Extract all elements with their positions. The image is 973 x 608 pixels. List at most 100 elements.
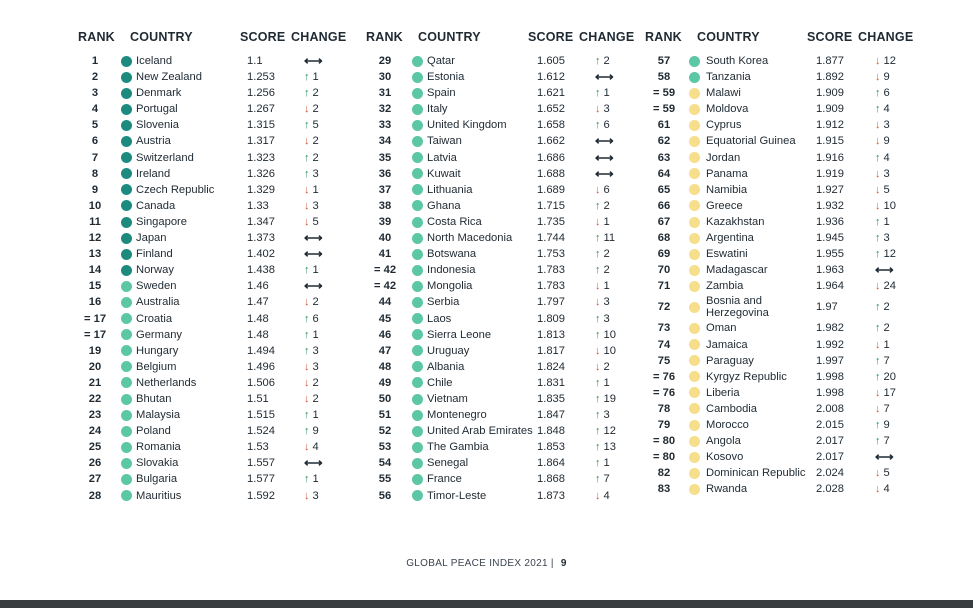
peace-level-dot-icon (689, 200, 700, 212)
rank-cell: 40 (378, 232, 392, 245)
score-cell: 1.783 (537, 264, 565, 277)
arrow-up-icon: ↑ (595, 87, 601, 100)
rank-cell: 33 (378, 119, 392, 132)
score-cell: 1.267 (247, 103, 275, 116)
change-value: 5 (883, 467, 890, 480)
change-value: 11 (603, 232, 616, 245)
change-cell: ⟷ (875, 262, 894, 278)
peace-level-dot-icon (121, 280, 132, 292)
score-cell: 1.735 (537, 215, 565, 228)
rank-cell: 63 (657, 151, 671, 164)
arrow-left-right-icon: ⟷ (304, 246, 323, 262)
arrow-up-icon: ↑ (875, 103, 881, 116)
change-cell: ↓ 3 (304, 359, 319, 375)
rank-cell: = 76 (652, 386, 676, 399)
change-value: 2 (603, 360, 610, 373)
arrow-up-icon: ↑ (595, 264, 601, 277)
rank-cell: 68 (657, 232, 671, 245)
arrow-down-icon: ↓ (875, 135, 881, 148)
country-cell: Morocco (706, 418, 749, 431)
change-cell: ⟷ (595, 69, 614, 85)
peace-level-dot-icon (121, 216, 132, 228)
rank-cell: 57 (657, 55, 671, 67)
peace-level-dot-icon (689, 280, 700, 292)
change-value: 2 (603, 264, 610, 277)
peace-level-dot-icon (689, 152, 700, 164)
change-value: 7 (603, 473, 610, 486)
change-cell: ↑ 9 (304, 423, 319, 439)
score-cell: 1.323 (247, 151, 275, 164)
rank-cell: 28 (88, 489, 102, 502)
peace-level-dot-icon (121, 377, 132, 389)
change-value: 1 (603, 215, 610, 228)
country-cell: Germany (136, 328, 183, 341)
rank-cell: 62 (657, 135, 671, 148)
change-value: 3 (603, 296, 610, 309)
arrow-up-icon: ↑ (595, 473, 601, 486)
rank-cell: 69 (657, 248, 671, 261)
change-value: 3 (312, 199, 319, 212)
peace-level-dot-icon (412, 313, 423, 325)
rank-cell: = 59 (652, 103, 676, 116)
change-cell: ↓ 6 (595, 182, 610, 198)
change-value: 3 (883, 167, 890, 180)
arrow-left-right-icon: ⟷ (595, 133, 614, 149)
change-value: 2 (312, 103, 319, 116)
score-cell: 1.853 (537, 441, 565, 454)
country-cell: North Macedonia (427, 232, 513, 245)
peace-level-dot-icon (412, 55, 423, 67)
score-cell: 1.315 (247, 119, 275, 132)
peace-level-dot-icon (412, 393, 423, 405)
peace-level-dot-icon (689, 232, 700, 244)
change-value: 6 (312, 312, 319, 325)
change-value: 20 (883, 370, 896, 383)
score-cell: 1.53 (247, 441, 269, 454)
arrow-down-icon: ↓ (595, 183, 601, 196)
arrow-down-icon: ↓ (595, 280, 601, 293)
rank-cell: 41 (378, 248, 392, 261)
peace-level-dot-icon (121, 184, 132, 196)
country-cell: Cambodia (706, 402, 757, 415)
score-cell: 1.864 (537, 457, 565, 470)
score-cell: 1.48 (247, 328, 269, 341)
peace-level-dot-icon (689, 387, 700, 399)
rank-cell: = 17 (83, 328, 107, 341)
score-cell: 1.347 (247, 215, 275, 228)
rank-cell: 48 (378, 360, 392, 373)
arrow-up-icon: ↑ (875, 370, 881, 383)
score-cell: 2.017 (816, 435, 844, 448)
arrow-down-icon: ↓ (595, 344, 601, 357)
change-cell: ↑ 12 (875, 246, 896, 262)
peace-level-dot-icon (121, 345, 132, 357)
peace-level-dot-icon (412, 377, 423, 389)
rank-cell: 49 (378, 376, 392, 389)
score-cell: 1.621 (537, 87, 565, 100)
country-cell: Albania (427, 360, 465, 373)
change-cell: ⟷ (304, 246, 323, 262)
peace-level-dot-icon (412, 329, 423, 341)
peace-level-dot-icon (121, 55, 132, 67)
page-number: 9 (560, 558, 567, 569)
country-cell: Italy (427, 103, 448, 116)
peace-level-dot-icon (121, 393, 132, 405)
arrow-up-icon: ↑ (595, 232, 601, 245)
country-cell: Finland (136, 248, 173, 261)
rank-cell: 5 (91, 119, 99, 132)
arrow-down-icon: ↓ (304, 441, 310, 454)
peace-level-dot-icon (689, 355, 700, 367)
change-cell: ↑ 10 (595, 327, 616, 343)
rank-cell: 35 (378, 151, 392, 164)
score-cell: 1.605 (537, 55, 565, 67)
change-cell: ↑ 2 (875, 294, 890, 320)
change-value: 19 (603, 392, 616, 405)
change-value: 17 (883, 386, 896, 399)
peace-level-dot-icon (121, 152, 132, 164)
rank-cell: 11 (89, 215, 101, 228)
country-cell: Cyprus (706, 119, 742, 132)
country-cell: Madagascar (706, 264, 768, 277)
header-country: COUNTRY (418, 30, 481, 44)
arrow-down-icon: ↓ (304, 183, 310, 196)
arrow-up-icon: ↑ (304, 264, 310, 277)
rank-cell: 12 (88, 232, 102, 245)
